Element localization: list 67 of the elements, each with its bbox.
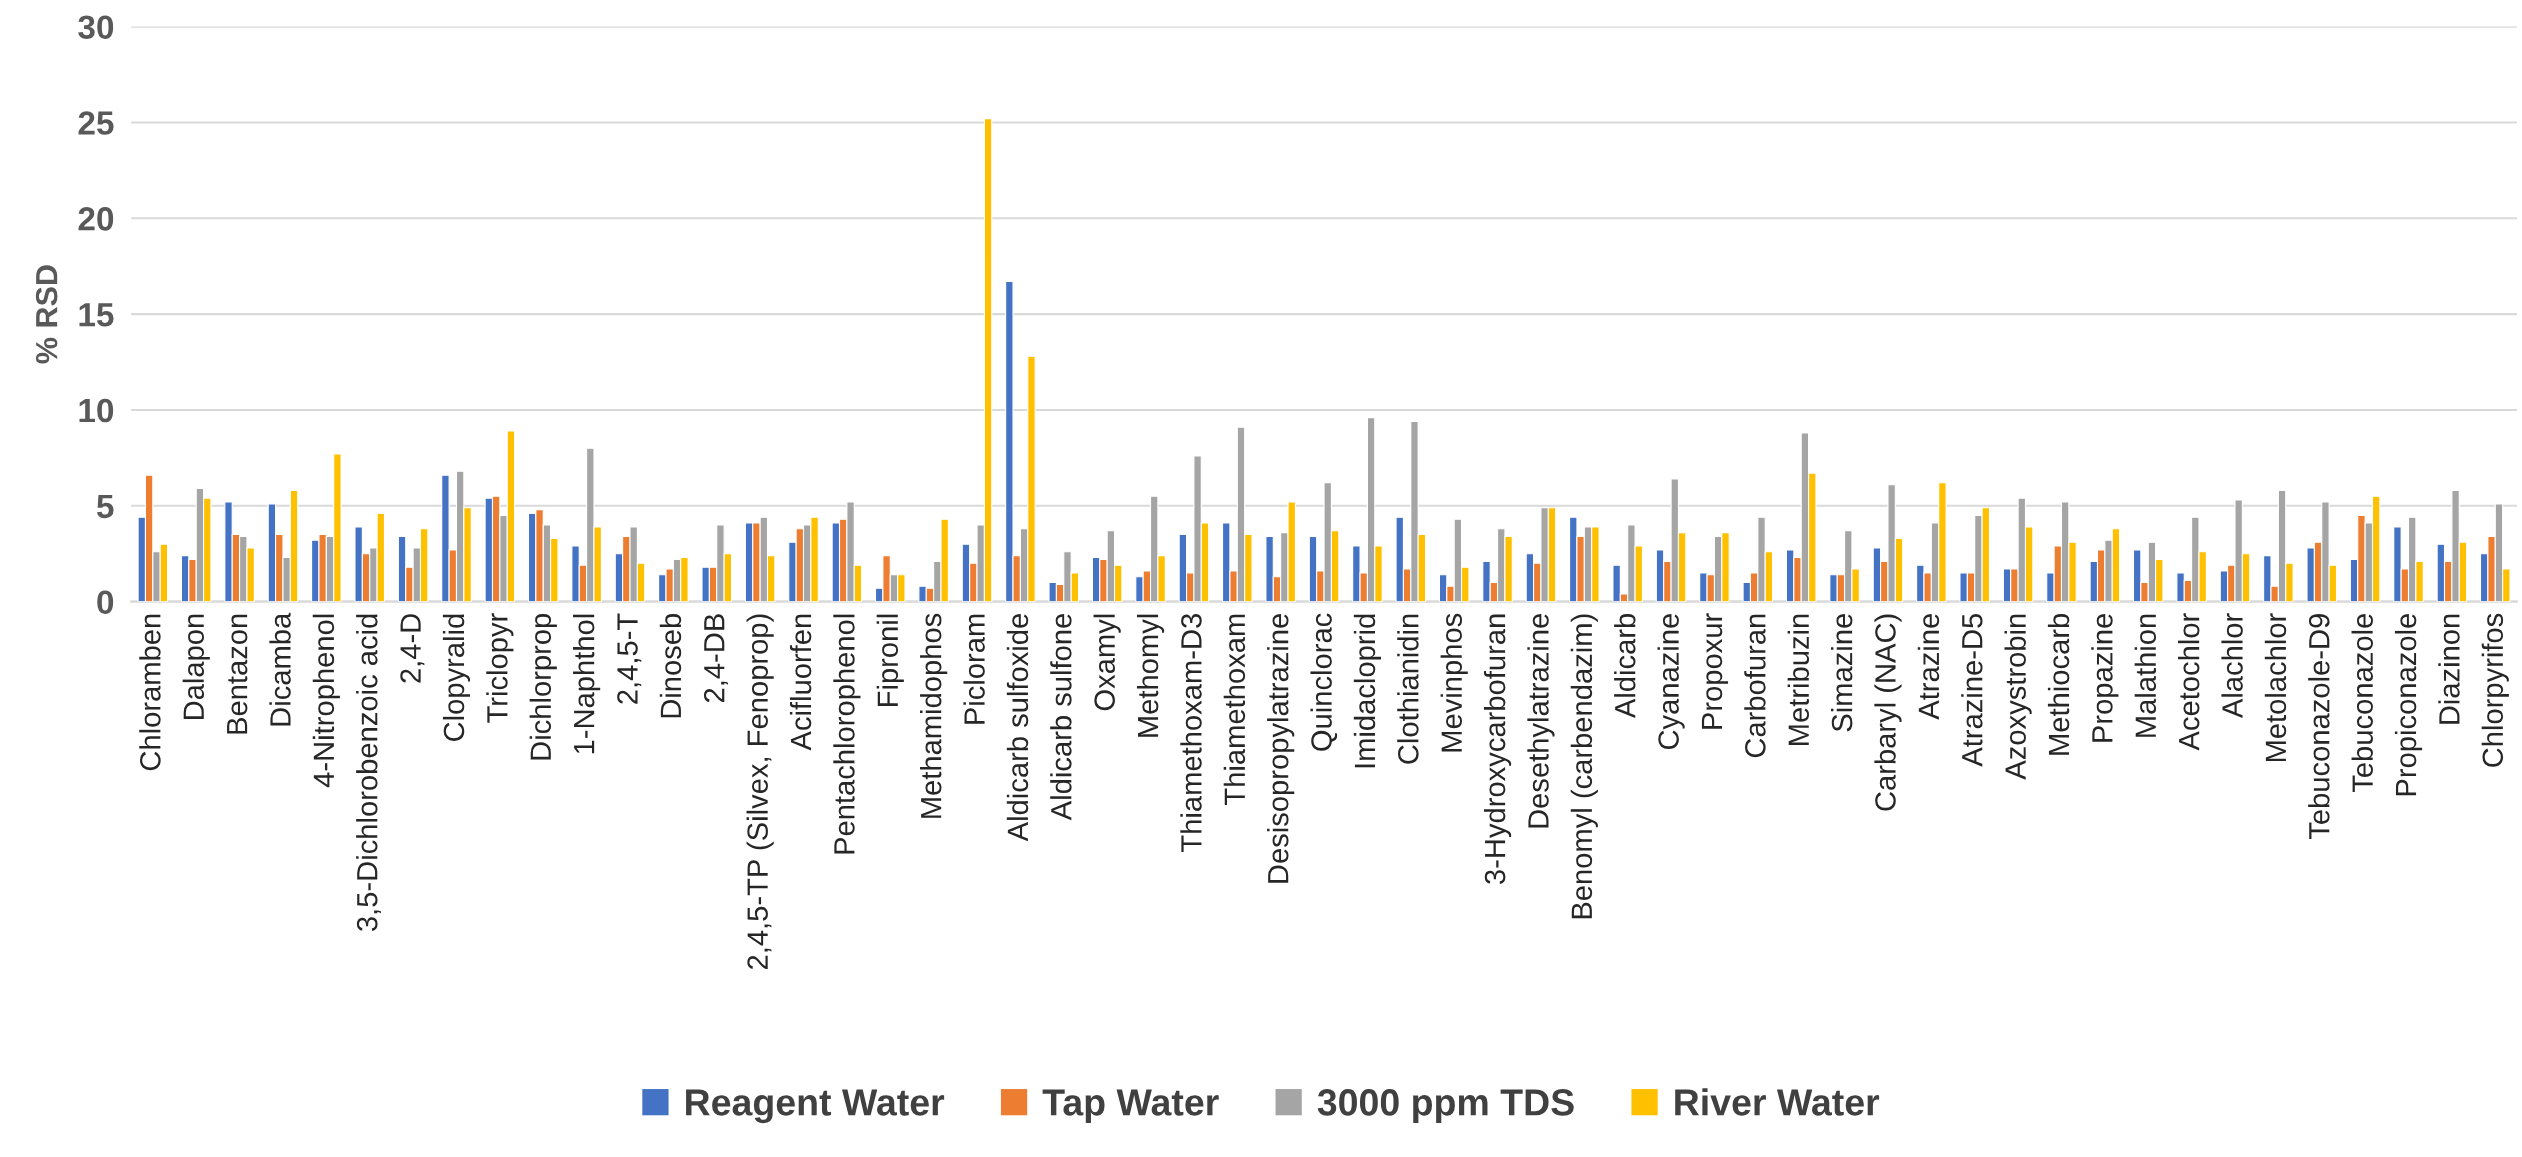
x-tick-label: Dalapon <box>182 614 210 719</box>
y-tick-label: 0 <box>97 590 114 615</box>
x-tick-label: Aldicarb <box>1614 613 1636 719</box>
x-tick-label: Carbaryl (NAC) <box>1874 614 1902 811</box>
y-tick-label: 5 <box>96 494 114 519</box>
x-tick-label: Carbofuran <box>1744 614 1766 758</box>
y-axis-title: % RSD <box>35 265 58 364</box>
x-tick-label: Propoxur <box>1701 613 1729 729</box>
x-tick-label: Azoxystrobin <box>2004 614 2032 780</box>
x-tick-label: Fipronil <box>876 614 904 706</box>
x-tick-label: Atrazine <box>1917 614 1940 720</box>
x-tick-label: Dicamba <box>269 612 291 726</box>
x-tick-label: Desisopropylatrazine <box>1267 614 1295 883</box>
x-tick-label: Chloramben <box>139 614 161 771</box>
x-tick-label: Metolachlor <box>2264 613 2287 762</box>
x-tick-label: Methomyl <box>1136 614 1165 737</box>
x-tick-label: Quinclorac <box>1310 613 1338 751</box>
x-tick-label: 4-Nitrophenol <box>312 614 340 788</box>
x-tick-label: Dinoseb <box>659 613 682 718</box>
x-tick-label: Thiamethoxam-D3 <box>1180 614 1202 852</box>
x-tick-label: Desethylatrazine <box>1527 614 1555 828</box>
x-tick-label: Chlorpyrifos <box>2481 613 2509 767</box>
x-tick-label: Picloram <box>963 614 985 724</box>
y-tick-label: 30 <box>78 15 114 40</box>
x-tick-label: Acifluorfen <box>789 614 812 751</box>
x-tick-label: Pentachlorophenol <box>833 614 861 854</box>
x-tick-label: Imidacloprid <box>1353 614 1382 768</box>
x-tick-label: Clothianidin <box>1397 614 1419 764</box>
x-tick-label: Methamidophos <box>920 613 948 818</box>
x-tick-label: Metribuzin <box>1787 614 1810 745</box>
x-tick-label: 1-Naphthol <box>573 614 601 754</box>
x-tick-label: Tebuconazole <box>2351 614 2373 793</box>
x-tick-label: 2,4-D <box>400 614 425 683</box>
legend-label: 3000 ppm TDS <box>1317 1089 1574 1124</box>
y-tick-label: 25 <box>78 111 114 135</box>
x-tick-label: Aldicarb sulfone <box>1050 614 1072 821</box>
x-tick-label: Propiconazole <box>2394 614 2423 796</box>
x-tick-label: 2,4-DB <box>703 614 729 703</box>
legend-label: Reagent Water <box>686 1089 945 1124</box>
x-tick-label: Triclopyr <box>486 613 514 723</box>
x-tick-label: Aldicarb sulfoxide <box>1006 614 1029 842</box>
x-tick-label: Methiocarb <box>2047 613 2070 755</box>
x-tick-label: Propazine <box>2091 614 2119 742</box>
x-tick-label: Thiamethoxam <box>1223 614 1246 805</box>
x-tick-label: 2,4,5-TP (Silvex, Fenoprop) <box>746 614 774 969</box>
legend-label: River Water <box>1675 1088 1880 1116</box>
x-tick-label: Benomyl (carbendazim) <box>1570 614 1598 919</box>
x-tick-label: Dichlorprop <box>529 613 557 760</box>
legend-label: Tap Water <box>1042 1089 1219 1124</box>
x-tick-label: Simazine <box>1831 614 1853 732</box>
x-tick-label: Malathion <box>2134 614 2157 737</box>
x-tick-label: Clopyralid <box>442 614 471 741</box>
x-tick-label: 3-Hydroxycarbofuran <box>1483 614 1512 884</box>
x-tick-label: Atrazine-D5 <box>1961 613 1983 767</box>
x-tick-label: Alachlor <box>2221 613 2243 719</box>
x-tick-label: 2,4,5-T <box>617 613 642 704</box>
y-tick-label: 15 <box>79 303 114 327</box>
x-tick-label: Cyanazine <box>1657 614 1685 750</box>
x-tick-label: 3,5-Dichlorobenzoic acid <box>356 614 381 931</box>
x-tick-label: Diazinon <box>2438 614 2460 724</box>
x-tick-label: Tebuconazole-D9 <box>2308 614 2330 840</box>
x-tick-label: Oxamyl <box>1093 614 1121 711</box>
y-tick-label: 10 <box>79 398 114 423</box>
y-tick-label: 20 <box>78 207 114 231</box>
x-tick-label: Bentazon <box>227 614 248 734</box>
x-tick-label: Acetochlor <box>2178 613 2200 751</box>
x-tick-label: Mevinphos <box>1440 613 1468 752</box>
